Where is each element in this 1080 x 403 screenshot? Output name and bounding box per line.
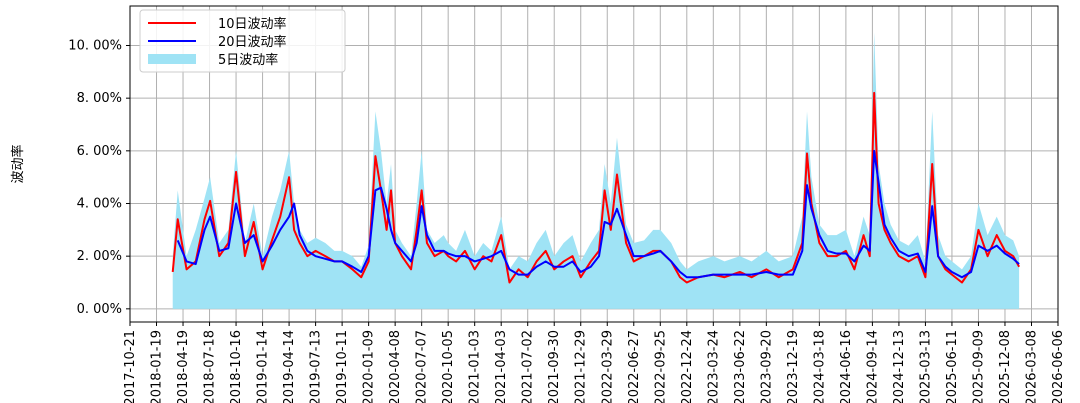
x-axis: 2017-10-21 2018-01-19 2018-04-19 2018-07-18… xyxy=(123,322,1066,403)
x-tick-label: 2026-03-08 xyxy=(1024,330,1039,403)
x-tick-label: 2025-03-13 xyxy=(918,330,933,403)
x-tick-label: 2019-04-14 xyxy=(282,330,297,403)
x-tick-label: 2019-10-11 xyxy=(335,330,350,403)
x-tick-label: 2021-01-03 xyxy=(468,330,483,403)
x-tick-label: 2020-04-08 xyxy=(388,330,403,403)
x-tick-label: 2022-09-25 xyxy=(653,330,668,403)
x-tick-label: 2025-06-11 xyxy=(945,330,960,403)
x-tick-label: 2022-12-24 xyxy=(680,330,695,403)
x-tick-label: 2018-07-18 xyxy=(203,330,218,403)
series-20d-line xyxy=(176,149,1020,279)
y-tick-label: 4. 00% xyxy=(77,197,122,212)
x-tick-label: 2018-04-19 xyxy=(176,330,191,403)
x-tick-label: 2023-09-20 xyxy=(759,330,774,403)
x-tick-label: 2025-12-08 xyxy=(998,330,1013,403)
x-tick-label: 2021-04-03 xyxy=(494,330,509,403)
x-tick-label: 2018-10-16 xyxy=(229,330,244,403)
x-tick-label: 2022-06-27 xyxy=(627,330,642,403)
x-tick-label: 2024-09-14 xyxy=(865,330,880,403)
x-tick-label: 2018-01-19 xyxy=(150,330,165,403)
x-tick-label: 2019-01-14 xyxy=(256,330,271,403)
y-axis: 0. 00% 2. 00% 4. 00% 6. 00% 8. 00% 10. 00% xyxy=(68,39,130,317)
x-tick-label: 2025-09-09 xyxy=(971,330,986,403)
y-tick-label: 10. 00% xyxy=(68,39,122,54)
line-layer xyxy=(171,91,1020,284)
y-tick-label: 6. 00% xyxy=(77,144,122,159)
x-tick-label: 2017-10-21 xyxy=(123,330,138,403)
legend-label: 20日波动率 xyxy=(218,34,287,50)
area-layer xyxy=(172,32,1020,309)
legend-swatch xyxy=(148,54,196,64)
y-axis-label: 波动率 xyxy=(10,144,26,183)
x-tick-label: 2024-03-18 xyxy=(812,330,827,403)
y-tick-label: 8. 00% xyxy=(77,91,122,106)
x-tick-label: 2022-03-29 xyxy=(600,330,615,403)
y-tick-label: 0. 00% xyxy=(77,302,122,317)
series-5d-area xyxy=(172,32,1020,309)
x-tick-label: 2021-12-29 xyxy=(574,330,589,403)
legend-label: 5日波动率 xyxy=(218,52,278,68)
x-tick-label: 2020-01-09 xyxy=(362,330,377,403)
plot-frame xyxy=(129,5,1059,323)
x-tick-label: 2023-12-19 xyxy=(786,330,801,403)
y-tick-label: 2. 00% xyxy=(77,249,122,264)
x-tick-label: 2024-06-16 xyxy=(839,330,854,403)
x-tick-label: 2019-07-13 xyxy=(309,330,324,403)
x-tick-label: 2024-12-13 xyxy=(892,330,907,403)
x-tick-label: 2023-06-22 xyxy=(733,330,748,403)
legend: 10日波动率 20日波动率 5日波动率 xyxy=(139,9,346,73)
x-tick-label: 2026-06-06 xyxy=(1051,330,1066,403)
x-tick-label: 2021-09-30 xyxy=(547,330,562,403)
legend-label: 10日波动率 xyxy=(218,16,287,32)
x-tick-label: 2021-07-02 xyxy=(521,330,536,403)
x-tick-label: 2020-10-05 xyxy=(441,330,456,403)
x-tick-label: 2023-03-24 xyxy=(706,330,721,403)
x-tick-label: 2020-07-07 xyxy=(415,330,430,403)
